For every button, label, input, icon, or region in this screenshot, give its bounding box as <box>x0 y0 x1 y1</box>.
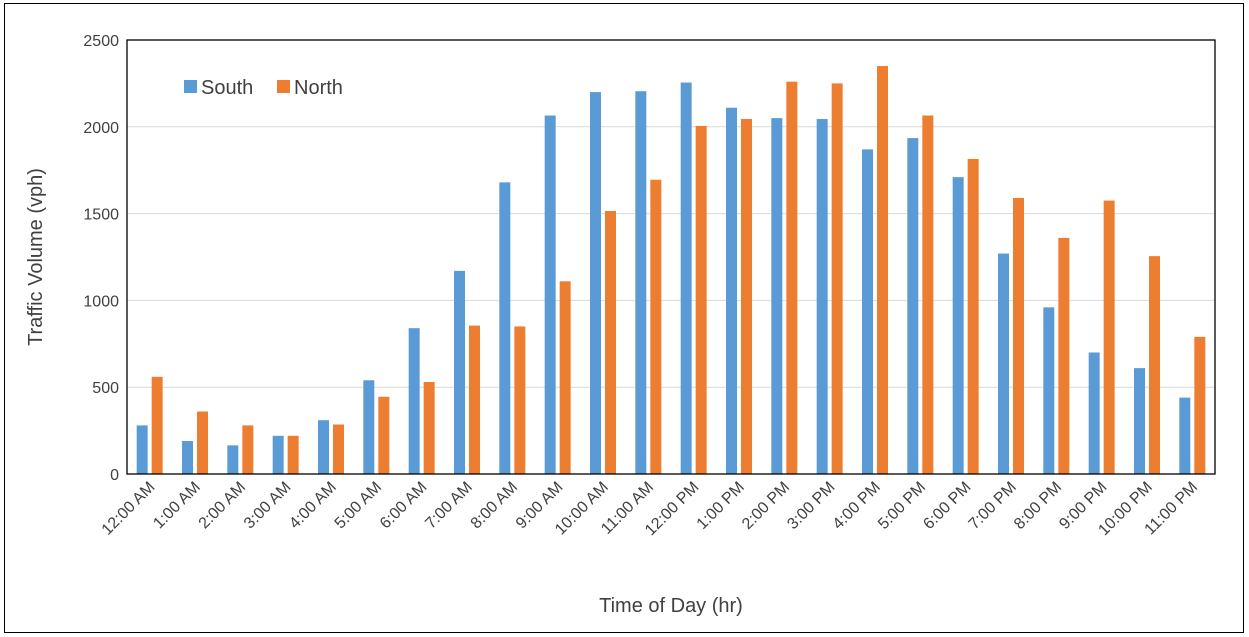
bar-north <box>197 411 208 474</box>
x-tick-label: 1:00 AM <box>150 479 204 533</box>
x-tick-label: 3:00 AM <box>241 479 295 533</box>
bar-south <box>1043 307 1055 474</box>
bar-north <box>695 125 707 474</box>
x-tick-label: 2:00 PM <box>739 479 793 533</box>
x-axis-title: Time of Day (hr) <box>599 595 743 617</box>
bar-north <box>605 210 616 474</box>
x-tick-label: 1:00 PM <box>694 479 748 533</box>
bar-south <box>907 138 919 475</box>
y-tick-label: 0 <box>110 467 119 484</box>
x-tick-label: 8:00 PM <box>1011 479 1065 533</box>
x-tick-label: 6:00 PM <box>920 479 974 533</box>
y-tick-label: 500 <box>92 380 119 397</box>
plot-area-border <box>126 39 1216 475</box>
bar-south <box>544 115 556 475</box>
bar-south <box>1088 352 1100 474</box>
chart-frame <box>4 3 1244 633</box>
bar-south <box>590 92 601 474</box>
bar-north <box>786 81 798 474</box>
bar-south <box>272 435 284 474</box>
bar-south <box>454 270 465 474</box>
legend: South North <box>184 77 343 99</box>
x-tick-label: 12:00 AM <box>99 479 159 539</box>
legend-swatch-south <box>184 80 197 93</box>
x-tick-label: 4:00 AM <box>286 479 340 533</box>
bar-north <box>831 83 843 475</box>
bar-north <box>1013 197 1024 474</box>
bar-north <box>423 381 435 474</box>
x-tick-label: 3:00 PM <box>784 479 838 533</box>
bar-north <box>514 326 526 474</box>
y-tick-label: 1500 <box>83 207 119 224</box>
bar-south <box>499 182 511 475</box>
y-tick-label: 2500 <box>83 33 119 50</box>
bar-north <box>650 179 662 475</box>
bar-north <box>922 115 934 475</box>
bar-south <box>726 107 737 474</box>
bars <box>136 66 1206 475</box>
bar-north <box>333 424 344 474</box>
bar-north <box>287 435 299 474</box>
x-tick-label: 6:00 AM <box>377 479 431 533</box>
bar-north <box>469 325 480 474</box>
y-axis-title: Traffic Volume (vph) <box>25 168 47 346</box>
legend-label-south: South <box>201 77 253 99</box>
bar-north <box>877 66 888 474</box>
y-tick-labels: 0 500 1000 1500 2000 2500 <box>83 33 119 484</box>
x-tick-label: 8:00 AM <box>468 479 522 533</box>
bar-south <box>771 118 783 475</box>
bar-south <box>227 445 239 474</box>
x-tick-label: 7:00 PM <box>966 479 1020 533</box>
bar-north <box>378 396 390 474</box>
x-tick-label: 2:00 AM <box>196 479 250 533</box>
gridlines <box>127 126 1215 388</box>
bar-south <box>635 91 647 474</box>
bar-north <box>559 281 571 474</box>
bar-south <box>136 425 148 474</box>
bar-north <box>1103 200 1115 474</box>
bar-north <box>967 158 979 474</box>
bar-south <box>318 420 329 474</box>
bar-north <box>151 376 163 474</box>
bar-north <box>1149 256 1160 474</box>
bar-south <box>1179 397 1191 474</box>
bar-south <box>363 380 375 474</box>
bar-south <box>680 82 692 475</box>
bar-north <box>741 118 752 474</box>
x-tick-label: 5:00 PM <box>875 479 929 533</box>
x-tick-labels: 12:00 AM1:00 AM2:00 AM3:00 AM4:00 AM5:00… <box>99 479 1201 539</box>
legend-swatch-north <box>277 80 290 93</box>
x-tick-label: 7:00 AM <box>422 479 476 533</box>
y-tick-label: 1000 <box>83 293 119 310</box>
bar-south <box>862 149 873 475</box>
bar-south <box>998 253 1009 474</box>
bar-south <box>816 118 828 474</box>
bar-south <box>408 328 420 474</box>
bar-south <box>1134 368 1145 474</box>
bar-north <box>242 425 254 474</box>
bar-south <box>952 177 964 475</box>
x-tick-label: 4:00 PM <box>830 479 884 533</box>
x-tick-label: 5:00 AM <box>332 479 386 533</box>
y-tick-label: 2000 <box>83 120 119 137</box>
bar-north <box>1058 237 1070 474</box>
bar-north <box>1194 336 1206 474</box>
bar-south <box>182 441 193 474</box>
legend-label-north: North <box>294 77 343 99</box>
